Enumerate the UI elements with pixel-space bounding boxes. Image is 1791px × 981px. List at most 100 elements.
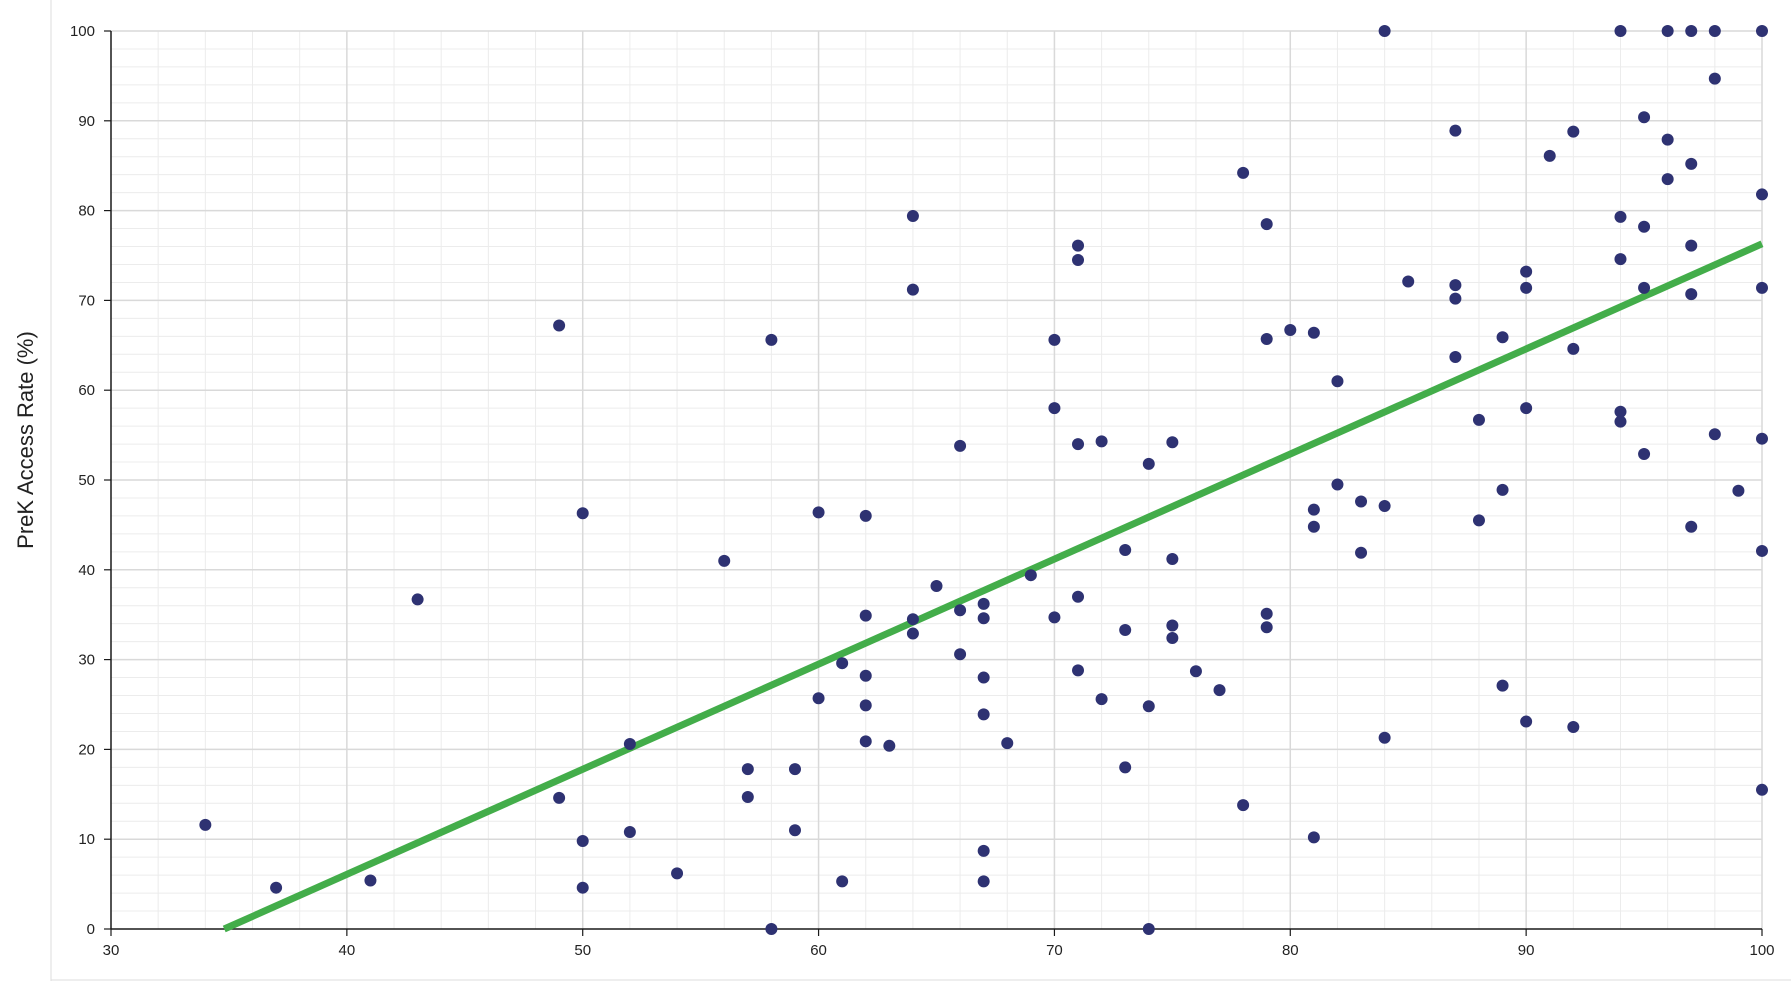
- data-point: [1072, 590, 1085, 603]
- data-point: [1166, 436, 1179, 449]
- data-point: [1756, 281, 1768, 294]
- data-point: [1732, 484, 1745, 497]
- data-point: [1661, 25, 1674, 37]
- data-point: [836, 875, 849, 888]
- data-point: [623, 826, 636, 839]
- data-point: [1543, 149, 1556, 162]
- data-point: [1661, 173, 1674, 186]
- data-point: [1708, 25, 1721, 37]
- data-point: [1685, 288, 1698, 301]
- data-point: [1756, 188, 1768, 201]
- tick-labels: 30 40 50 60 70 80 90 100 0 10 20 30 40 50 60 70 80 90 100: [70, 23, 1775, 959]
- data-point: [954, 439, 967, 452]
- data-point: [1638, 220, 1651, 233]
- data-point: [1355, 546, 1368, 559]
- data-point: [859, 609, 872, 622]
- data-point: [1307, 520, 1320, 533]
- y-tick-label: 30: [78, 652, 95, 669]
- data-points: [199, 25, 1768, 935]
- data-point: [1614, 405, 1627, 418]
- data-point: [836, 657, 849, 670]
- data-point: [1756, 783, 1768, 796]
- data-point: [553, 791, 566, 804]
- data-point: [1119, 623, 1132, 636]
- data-point: [859, 669, 872, 682]
- data-point: [1072, 664, 1085, 677]
- data-point: [906, 613, 919, 626]
- y-tick-label: 10: [78, 831, 95, 848]
- data-point: [977, 875, 990, 888]
- data-point: [1402, 275, 1415, 288]
- data-point: [1638, 281, 1651, 294]
- data-point: [1520, 265, 1533, 278]
- trendline: [222, 240, 1764, 933]
- x-tick-label: 80: [1282, 942, 1299, 959]
- data-point: [812, 506, 825, 519]
- data-point: [1472, 514, 1485, 527]
- data-point: [1166, 632, 1179, 645]
- data-point: [1378, 731, 1391, 744]
- y-tick-label: 50: [78, 472, 95, 489]
- data-point: [859, 509, 872, 522]
- data-point: [364, 874, 377, 887]
- data-point: [411, 593, 424, 606]
- x-tick-label: 30: [103, 942, 120, 959]
- data-point: [1001, 737, 1014, 750]
- data-point: [1756, 25, 1768, 37]
- data-point: [1567, 720, 1580, 733]
- data-point: [954, 648, 967, 661]
- data-point: [1685, 157, 1698, 170]
- data-point: [977, 671, 990, 684]
- data-point: [741, 763, 754, 776]
- data-point: [1685, 520, 1698, 533]
- data-point: [812, 692, 825, 705]
- data-point: [1095, 693, 1108, 706]
- data-point: [906, 627, 919, 640]
- data-point: [977, 597, 990, 610]
- data-point: [788, 824, 801, 837]
- data-point: [1756, 544, 1768, 557]
- data-point: [1237, 799, 1250, 812]
- data-point: [765, 923, 778, 935]
- data-point: [788, 763, 801, 776]
- data-point: [1166, 619, 1179, 632]
- data-point: [553, 319, 566, 332]
- data-point: [883, 739, 896, 752]
- data-point: [1142, 457, 1155, 470]
- data-point: [741, 790, 754, 803]
- data-point: [1520, 715, 1533, 728]
- data-point: [954, 604, 967, 617]
- data-point: [1708, 428, 1721, 441]
- data-point: [1614, 253, 1627, 266]
- x-tick-label: 40: [339, 942, 356, 959]
- data-point: [1378, 500, 1391, 513]
- x-tick-label: 70: [1046, 942, 1063, 959]
- data-point: [1638, 111, 1651, 124]
- data-point: [270, 881, 283, 894]
- data-point: [1496, 679, 1509, 692]
- data-point: [718, 554, 731, 567]
- data-point: [1614, 25, 1627, 37]
- y-tick-label: 60: [78, 382, 95, 399]
- x-tick-label: 60: [810, 942, 827, 959]
- data-point: [906, 209, 919, 222]
- data-point: [671, 867, 684, 880]
- data-point: [1496, 331, 1509, 344]
- y-tick-label: 20: [78, 741, 95, 758]
- y-tick-label: 80: [78, 203, 95, 220]
- data-point: [199, 818, 212, 831]
- y-tick-label: 40: [78, 562, 95, 579]
- data-point: [1048, 402, 1061, 415]
- data-point: [576, 834, 589, 847]
- data-point: [1072, 239, 1085, 252]
- x-tick-label: 50: [574, 942, 591, 959]
- data-point: [1378, 25, 1391, 37]
- data-point: [1024, 569, 1037, 582]
- data-point: [859, 735, 872, 748]
- x-tick-label: 90: [1518, 942, 1535, 959]
- y-tick-label: 70: [78, 292, 95, 309]
- x-tick-label: 100: [1749, 942, 1774, 959]
- data-point: [1449, 292, 1462, 305]
- data-point: [1449, 124, 1462, 137]
- data-point: [1260, 621, 1273, 634]
